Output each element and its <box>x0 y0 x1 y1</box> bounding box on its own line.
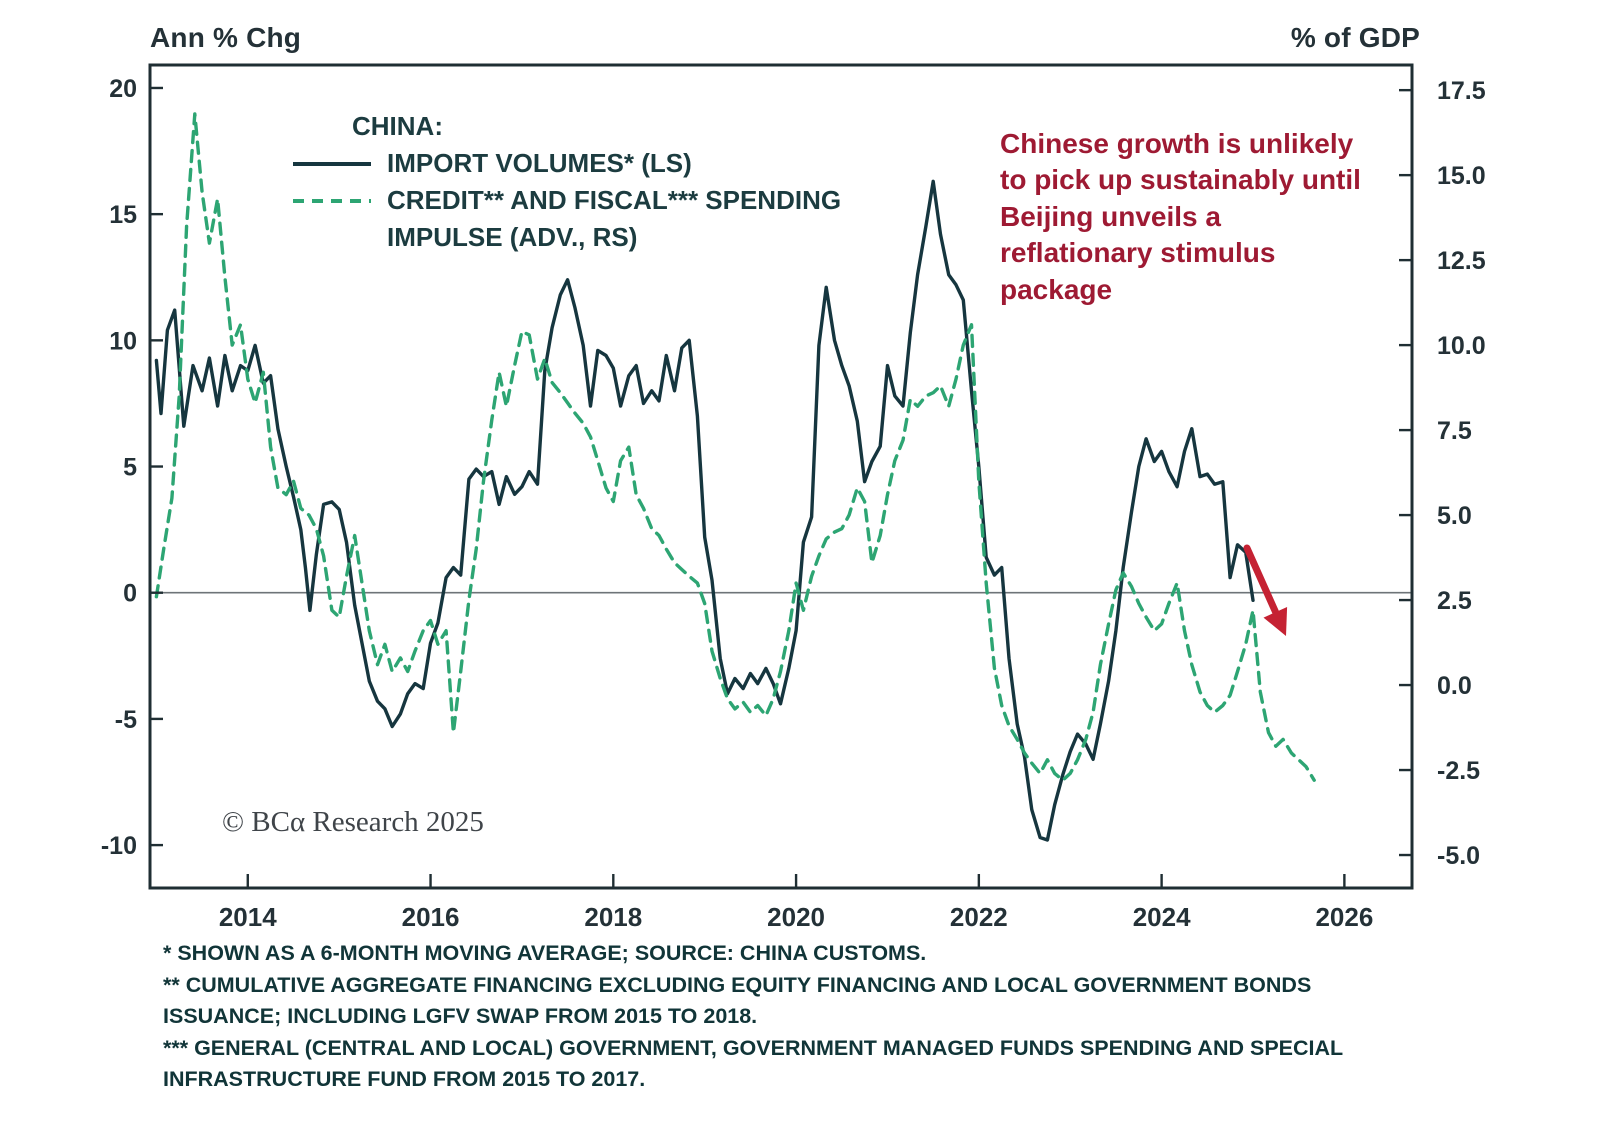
y-right-tick-label: -2.5 <box>1437 757 1480 785</box>
x-tick-label: 2026 <box>1315 902 1373 932</box>
series-credit-impulse-line <box>154 112 1316 782</box>
y-left-tick-label: -5 <box>115 706 137 734</box>
footnote-1: * SHOWN AS A 6-MONTH MOVING AVERAGE; SOU… <box>163 941 927 965</box>
legend-series2-label-line2: IMPULSE (ADV., RS) <box>387 222 638 252</box>
y-right-tick-label: 2.5 <box>1437 587 1472 615</box>
y-right-tick-label: 17.5 <box>1437 77 1486 105</box>
footnote-3: *** GENERAL (CENTRAL AND LOCAL) GOVERNME… <box>163 1035 1343 1092</box>
footnote-2: ** CUMULATIVE AGGREGATE FINANCING EXCLUD… <box>163 972 1312 1029</box>
x-tick-label: 2024 <box>1133 902 1191 932</box>
analyst-annotation: Chinese growth is unlikely to pick up su… <box>1000 128 1361 305</box>
y-left-tick-label: 10 <box>109 327 137 355</box>
x-tick-label: 2022 <box>950 902 1008 932</box>
copyright-notice: © BCα Research 2025 <box>222 806 484 838</box>
y-left-tick-label: 0 <box>123 580 137 608</box>
plot-frame <box>148 63 1414 890</box>
y-right-tick-label: 15.0 <box>1437 162 1486 190</box>
y-right-tick-label: 0.0 <box>1437 672 1472 700</box>
left-axis-title: Ann % Chg <box>150 22 302 53</box>
y-left-tick-label: 15 <box>109 201 137 229</box>
right-axis-title: % of GDP <box>1290 22 1420 53</box>
x-tick-label: 2016 <box>402 902 460 932</box>
y-right-tick-label: 5.0 <box>1437 502 1472 530</box>
solid-line-sample <box>293 161 371 166</box>
legend-series1-label: IMPORT VOLUMES* (LS) <box>387 148 692 178</box>
series-import-volumes-line <box>154 179 1255 842</box>
y-left-tick-label: 5 <box>123 454 137 482</box>
y-right-tick-label: -5.0 <box>1437 842 1480 870</box>
y-right-tick-label: 10.0 <box>1437 332 1486 360</box>
x-tick-label: 2020 <box>767 902 825 932</box>
legend-title: CHINA: <box>352 111 443 141</box>
y-right-tick-label: 7.5 <box>1437 417 1472 445</box>
chart-legend: CHINA: IMPORT VOLUMES* (LS) CREDIT** AND… <box>293 108 841 256</box>
legend-series2-label-line1: CREDIT** AND FISCAL*** SPENDING <box>387 185 842 215</box>
downtrend-arrow-icon <box>1243 544 1288 636</box>
y-right-tick-label: 12.5 <box>1437 247 1486 275</box>
footnotes: * SHOWN AS A 6-MONTH MOVING AVERAGE; SOU… <box>163 938 1418 1096</box>
x-tick-label: 2018 <box>584 902 642 932</box>
y-left-tick-label: -10 <box>101 832 137 860</box>
y-left-tick-label: 20 <box>109 75 137 103</box>
dashed-line-sample <box>293 198 371 203</box>
x-tick-label: 2014 <box>219 902 277 932</box>
